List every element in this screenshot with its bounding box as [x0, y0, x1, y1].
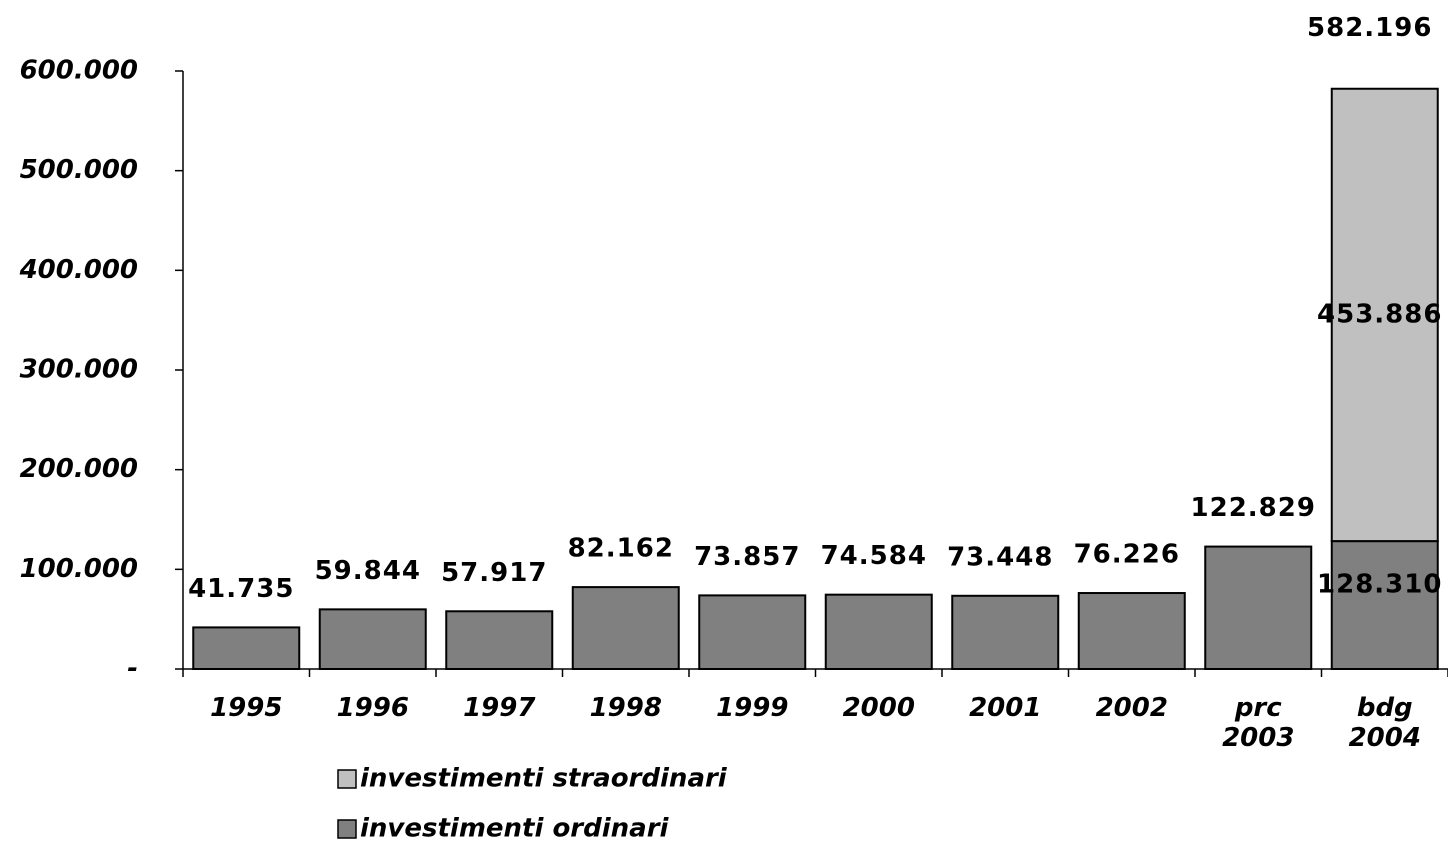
value-label: 57.917 [441, 558, 547, 588]
y-tick-label: 300.000 [20, 355, 138, 385]
value-label: 41.735 [188, 574, 294, 604]
value-label: 122.829 [1191, 493, 1316, 523]
value-label: 73.857 [694, 542, 800, 572]
legend-swatch [337, 819, 357, 839]
bar-segment [318, 608, 427, 670]
y-tick-label: 100.000 [20, 554, 138, 584]
legend-swatch [337, 769, 357, 789]
x-tick-label: 2000 [842, 693, 915, 723]
x-tick-label: 1996 [336, 693, 409, 723]
y-tick-label: 500.000 [20, 155, 138, 185]
x-tick-label: 1999 [716, 693, 789, 723]
x-tick-label: prc 2003 [1222, 693, 1295, 753]
value-label: 76.226 [1074, 540, 1180, 570]
y-tick-label: 600.000 [20, 56, 138, 86]
bar-segment [1330, 540, 1439, 670]
bar-segment [192, 626, 301, 670]
bar-segment [445, 610, 554, 671]
bar-segment [1330, 87, 1439, 543]
value-label: 128.310 [1317, 570, 1442, 600]
value-label: 82.162 [568, 534, 674, 564]
bar-segment [698, 594, 807, 670]
bar-segment [1204, 545, 1313, 671]
legend-label: investimenti ordinari [360, 814, 670, 842]
value-label: 73.448 [947, 542, 1053, 572]
y-tick-label: - [127, 654, 138, 684]
x-tick-label: bdg 2004 [1348, 693, 1421, 753]
x-tick-label: 1995 [210, 693, 283, 723]
x-tick-label: 2002 [1095, 693, 1168, 723]
x-tick-label: 1998 [589, 693, 662, 723]
value-label: 59.844 [315, 556, 421, 586]
y-tick-label: 400.000 [19, 255, 138, 285]
total-label: 582.196 [1307, 13, 1432, 43]
bar-segment [571, 586, 680, 671]
bar-segment [1077, 592, 1186, 670]
x-tick-label: 1997 [463, 693, 536, 723]
bar-segment [951, 594, 1060, 670]
bar-segment [824, 593, 933, 670]
x-tick-label: 2001 [969, 693, 1042, 723]
value-label: 74.584 [821, 541, 927, 571]
value-label: 453.886 [1317, 299, 1442, 329]
y-tick-label: 200.000 [20, 454, 138, 484]
legend-label: investimenti straordinari [360, 764, 728, 794]
